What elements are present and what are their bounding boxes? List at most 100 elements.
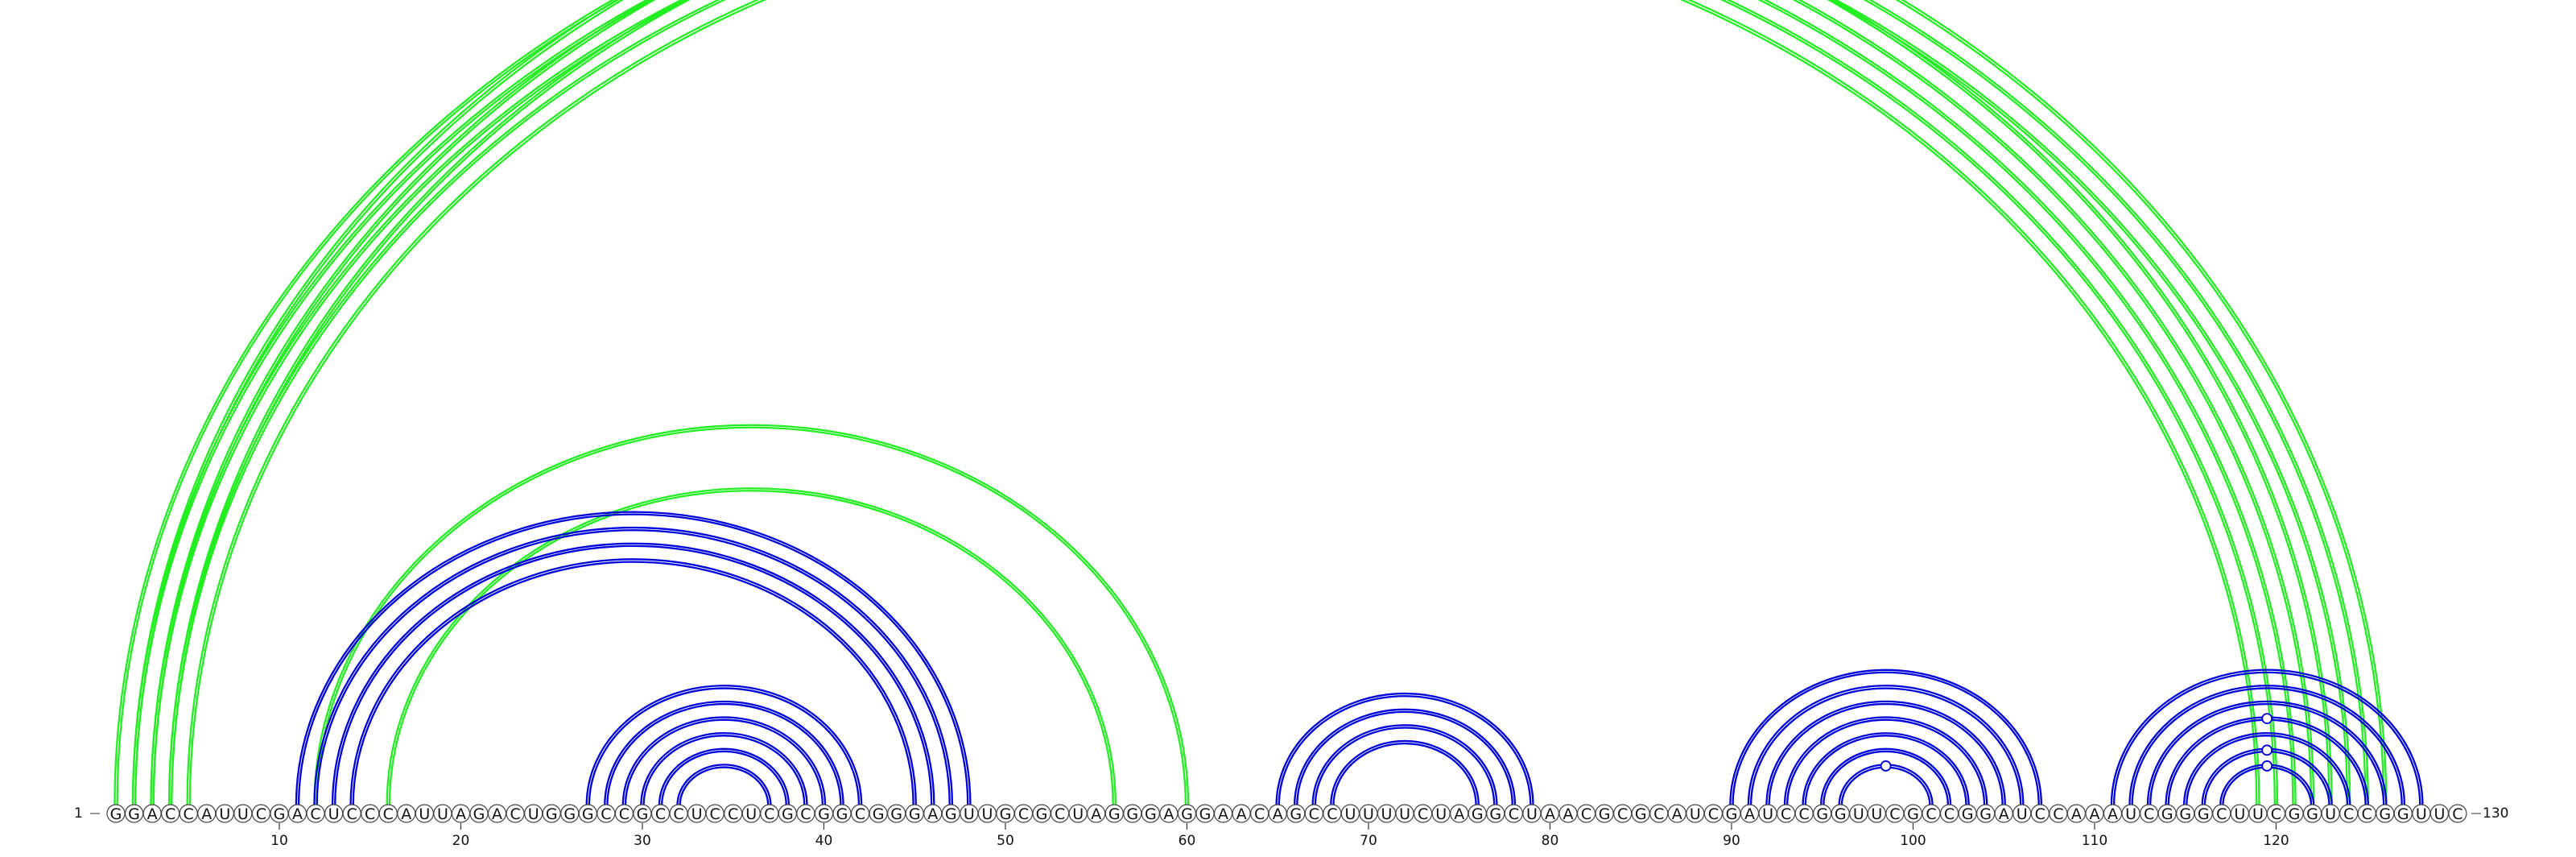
nucleotide-49: U bbox=[981, 805, 993, 823]
green-pair-arc-5-119-outer bbox=[186, 0, 2260, 806]
blue-pair-arc-13-46-inner bbox=[334, 544, 933, 806]
nucleotide-102: C bbox=[1944, 805, 1955, 823]
green-pair-arc-2-122-outer bbox=[131, 0, 2315, 806]
blue-pair-arc-11-48-outer bbox=[295, 511, 972, 806]
blue-pair-arc-94-103-outer bbox=[1802, 732, 1970, 806]
nucleotide-104: G bbox=[1979, 805, 1992, 823]
nucleotide-41: G bbox=[836, 805, 848, 823]
nucleotide-117: C bbox=[2216, 805, 2227, 823]
nucleotide-90: G bbox=[1726, 805, 1738, 823]
blue-pair-arc-93-104-inner bbox=[1786, 718, 1986, 806]
blue-pair-arc-113-126-outer bbox=[2146, 700, 2388, 806]
tick-label-30: 30 bbox=[634, 833, 651, 849]
nucleotide-110: A bbox=[2089, 805, 2099, 823]
nucleotide-13: U bbox=[328, 805, 340, 823]
blue-pair-arc-67-77-inner bbox=[1314, 727, 1496, 806]
blue-pair-arc-14-45-outer bbox=[349, 558, 917, 806]
tick-label-50: 50 bbox=[997, 833, 1014, 849]
nucleotide-68: C bbox=[1327, 805, 1337, 823]
nucleotide-19: U bbox=[437, 805, 448, 823]
nucleotide-2: G bbox=[128, 805, 140, 823]
blue-pair-arc-29-40-inner bbox=[624, 718, 824, 806]
blue-pair-arc-94-103-inner bbox=[1804, 735, 1967, 806]
nucleotide-81: A bbox=[1563, 805, 1574, 823]
base-pair-arcs bbox=[114, 0, 2424, 806]
tick-label-60: 60 bbox=[1179, 833, 1196, 849]
green-pair-arc-3-125-outer bbox=[150, 0, 2369, 806]
nucleotide-20: A bbox=[456, 805, 466, 823]
tick-label-80: 80 bbox=[1542, 833, 1559, 849]
blue-pair-arc-32-37-inner bbox=[679, 766, 770, 806]
nucleotide-45: G bbox=[909, 805, 921, 823]
nucleotide-79: U bbox=[1526, 805, 1538, 823]
nucleotide-124: C bbox=[2343, 805, 2354, 823]
nucleotide-6: A bbox=[201, 805, 212, 823]
green-pair-arc-2-126-inner bbox=[134, 0, 2385, 806]
blue-pair-arc-90-107-inner bbox=[1732, 671, 2040, 806]
nucleotide-51: C bbox=[1018, 805, 1029, 823]
green-pair-arc-4-120-inner bbox=[171, 0, 2276, 806]
nucleotide-64: C bbox=[1254, 805, 1265, 823]
nucleotide-98: U bbox=[1871, 805, 1882, 823]
nucleotide-91: A bbox=[1744, 805, 1755, 823]
nucleotide-28: C bbox=[601, 805, 611, 823]
nucleotide-84: C bbox=[1617, 805, 1628, 823]
nucleotide-38: G bbox=[782, 805, 794, 823]
nucleotide-47: G bbox=[945, 805, 957, 823]
blue-pair-arc-31-38-inner bbox=[660, 750, 787, 806]
green-pair-arc-3-121-outer bbox=[150, 0, 2297, 806]
nucleotide-57: G bbox=[1126, 805, 1138, 823]
nucleotide-52: G bbox=[1036, 805, 1048, 823]
blue-pair-arc-113-126-inner bbox=[2149, 702, 2385, 806]
nucleotide-30: G bbox=[637, 805, 649, 823]
green-pair-arc-2-122-inner bbox=[134, 0, 2313, 806]
nucleotide-100: G bbox=[1907, 805, 1919, 823]
sequence-end-label: 130 bbox=[2483, 805, 2508, 822]
blue-pair-arc-68-76-inner bbox=[1332, 742, 1477, 806]
nucleotide-103: G bbox=[1962, 805, 1974, 823]
nucleotide-63: A bbox=[1236, 805, 1247, 823]
nucleotide-55: A bbox=[1091, 805, 1101, 823]
blue-pair-arc-111-128-inner bbox=[2112, 671, 2421, 806]
blue-pair-arc-27-42-inner bbox=[588, 687, 861, 806]
blue-pair-arc-65-79-inner bbox=[1278, 695, 1532, 806]
blue-pair-arc-115-124-inner bbox=[2186, 735, 2349, 806]
nucleotide-86: C bbox=[1653, 805, 1664, 823]
tick-label-100: 100 bbox=[1900, 833, 1926, 849]
nucleotide-120: C bbox=[2271, 805, 2281, 823]
nucleotide-101: C bbox=[1926, 805, 1936, 823]
green-pair-arc-2-126-outer bbox=[131, 0, 2388, 806]
nucleotide-34: C bbox=[710, 805, 720, 823]
nucleotide-17: A bbox=[401, 805, 411, 823]
blue-pair-arc-30-39-inner bbox=[642, 735, 806, 806]
blue-pair-arc-91-106-inner bbox=[1749, 687, 2022, 806]
green-pair-arc-16-56-outer bbox=[386, 486, 1117, 806]
blue-pair-arc-112-127-outer bbox=[2128, 685, 2406, 806]
nucleotide-32: C bbox=[673, 805, 683, 823]
nucleotide-48: U bbox=[964, 805, 975, 823]
nucleotide-89: C bbox=[1708, 805, 1719, 823]
blue-pair-arc-117-122-inner bbox=[2222, 766, 2313, 806]
nucleotide-130-circle bbox=[2448, 804, 2467, 823]
nucleotide-118: U bbox=[2234, 805, 2245, 823]
nucleotide-4: C bbox=[165, 805, 175, 823]
nucleotide-26: G bbox=[564, 805, 576, 823]
tick-label-110: 110 bbox=[2082, 833, 2107, 849]
nucleotide-42: C bbox=[855, 805, 865, 823]
blue-pair-arc-27-42-outer bbox=[585, 685, 863, 806]
nucleotide-67: C bbox=[1309, 805, 1319, 823]
blue-pair-arc-112-127-inner bbox=[2131, 687, 2403, 806]
nucleotide-1: G bbox=[110, 805, 122, 823]
nucleotide-59: A bbox=[1163, 805, 1174, 823]
nucleotide-128: U bbox=[2416, 805, 2427, 823]
blue-pair-arc-115-124-outer bbox=[2182, 732, 2351, 806]
nucleotide-108: C bbox=[2053, 805, 2063, 823]
nucleotide-119: U bbox=[2252, 805, 2264, 823]
blue-pair-arc-66-78-outer bbox=[1294, 708, 1517, 806]
green-pair-arc-3-125-inner bbox=[152, 0, 2367, 806]
nucleotide-58: G bbox=[1145, 805, 1157, 823]
blue-pair-arc-29-40-outer bbox=[621, 716, 827, 806]
nucleotide-61: G bbox=[1199, 805, 1212, 823]
blue-pair-arc-12-47-outer bbox=[313, 526, 954, 806]
